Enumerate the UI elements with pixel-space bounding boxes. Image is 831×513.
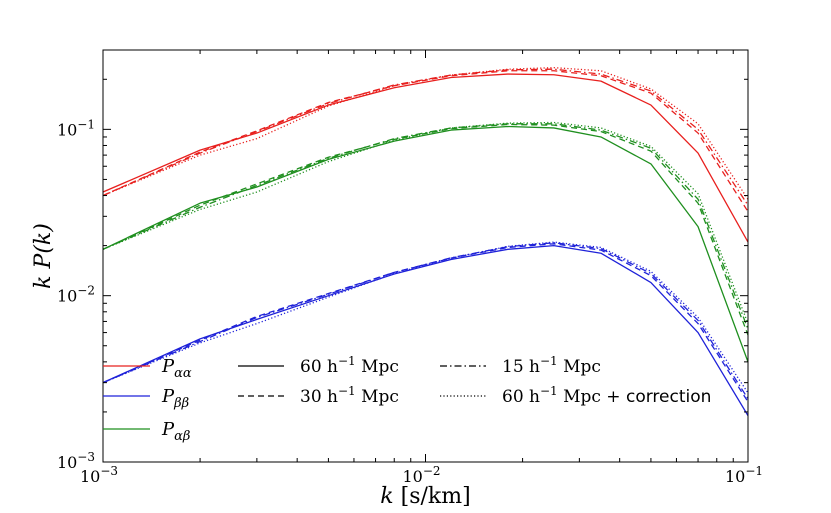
series-line-p_aa-dotted bbox=[103, 66, 748, 200]
legend-label-solid: 60 h−1 Mpc bbox=[300, 354, 399, 377]
y-tick-label: 10−1 bbox=[57, 117, 95, 139]
legend-label-p_ab: Pαβ bbox=[161, 419, 190, 444]
plot-frame bbox=[102, 49, 749, 463]
x-tick-label: 10−1 bbox=[725, 464, 763, 486]
legend-label-p_bb: Pββ bbox=[161, 386, 189, 411]
legend-label-dashdot: 15 h−1 Mpc bbox=[502, 354, 601, 377]
series-line-p_ab-dashed bbox=[103, 123, 748, 336]
x-tick-label: 10−3 bbox=[80, 464, 118, 486]
series-line-p_bb-dotted bbox=[103, 241, 748, 394]
legend: Pαα Pββ Pαβ 60 h−1 Mpc 30 h−1 Mpc 15 h−1 Mpc 6… bbox=[103, 354, 711, 444]
y-axis-label: k P(k) bbox=[31, 223, 56, 289]
x-axis-label: k [s/km] bbox=[380, 484, 470, 509]
y-tick-label: 10−3 bbox=[57, 450, 95, 472]
series-layer bbox=[103, 66, 748, 416]
series-line-p_aa-dashed bbox=[103, 70, 748, 213]
ticks-layer bbox=[102, 49, 749, 463]
legend-label-dashed: 30 h−1 Mpc bbox=[300, 384, 399, 407]
tick-labels-layer: 10−3 10−2 10−1 10−3 10−2 10−1 bbox=[57, 117, 763, 486]
series-line-p_bb-solid bbox=[103, 244, 748, 416]
series-line-p_aa-solid bbox=[103, 73, 748, 243]
legend-label-dotted: 60 h−1 Mpc + correction bbox=[502, 384, 711, 407]
series-line-p_ab-dotted bbox=[103, 121, 748, 324]
x-tick-label: 10−2 bbox=[402, 464, 440, 486]
legend-label-p_aa: Pαα bbox=[161, 356, 192, 381]
y-tick-label: 10−2 bbox=[57, 284, 95, 306]
axis-labels-layer: k [s/km] k P(k) bbox=[31, 223, 471, 509]
